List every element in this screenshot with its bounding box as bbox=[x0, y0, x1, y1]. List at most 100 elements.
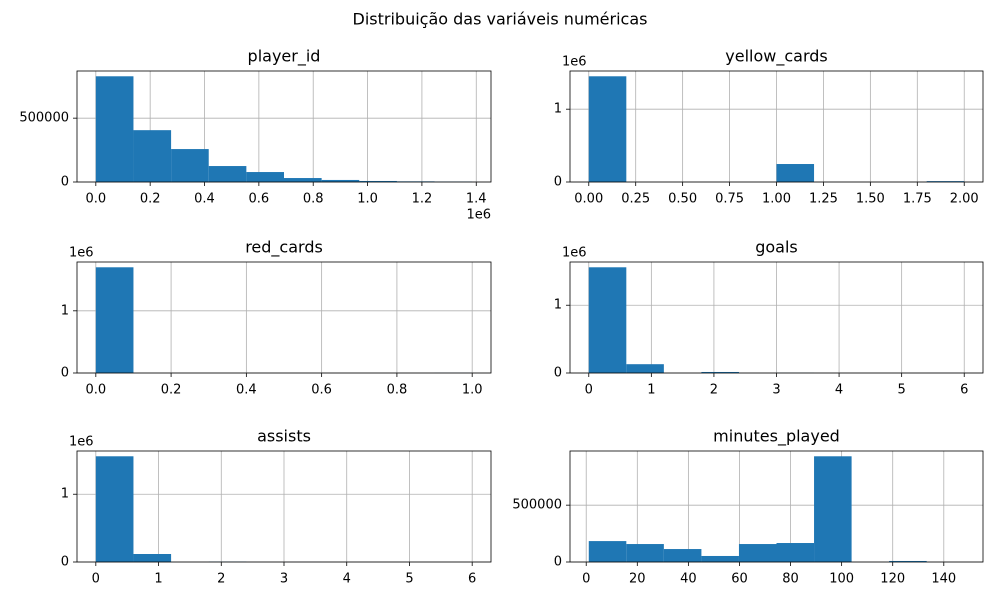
x-tick-label: 140 bbox=[931, 572, 956, 587]
x-tick-label: 3 bbox=[280, 572, 288, 587]
subplot-title: player_id bbox=[248, 47, 321, 67]
x-tick-label: 6 bbox=[960, 383, 968, 398]
x-tick-label: 2.00 bbox=[950, 192, 979, 207]
bar bbox=[738, 544, 777, 562]
x-tick-label: 0.4 bbox=[236, 383, 257, 398]
bar bbox=[626, 364, 664, 373]
x-tick-label: 0.25 bbox=[621, 192, 650, 207]
y-tick-label: 0 bbox=[61, 366, 69, 381]
y-tick-label: 0 bbox=[554, 555, 562, 570]
x-tick-label: 0.0 bbox=[85, 192, 106, 207]
x-tick-label: 0.50 bbox=[668, 192, 697, 207]
bar bbox=[95, 456, 134, 562]
y-tick-label: 500000 bbox=[512, 498, 562, 513]
x-tick-label: 1 bbox=[154, 572, 162, 587]
bar bbox=[171, 149, 209, 182]
x-tick-label: 0.00 bbox=[574, 192, 603, 207]
y-offset-text: 1e6 bbox=[69, 435, 94, 450]
bar bbox=[926, 181, 965, 182]
bar bbox=[588, 267, 627, 373]
x-tick-label: 0.6 bbox=[311, 383, 332, 398]
x-tick-label: 1.2 bbox=[412, 192, 433, 207]
x-offset-text: 1e6 bbox=[466, 208, 491, 223]
bar bbox=[246, 172, 284, 182]
y-tick-label: 0 bbox=[61, 175, 69, 190]
x-tick-label: 0.8 bbox=[387, 383, 408, 398]
x-tick-label: 100 bbox=[829, 572, 854, 587]
axes-frame bbox=[569, 450, 984, 563]
y-offset-text: 1e6 bbox=[562, 55, 587, 70]
subplot-title: yellow_cards bbox=[725, 47, 827, 67]
x-tick-label: 0.0 bbox=[85, 383, 106, 398]
bar bbox=[701, 555, 739, 562]
axes-frame bbox=[569, 70, 984, 183]
x-tick-label: 0 bbox=[585, 383, 593, 398]
bar bbox=[95, 76, 134, 182]
x-tick-label: 0.75 bbox=[715, 192, 744, 207]
x-tick-label: 5 bbox=[898, 383, 906, 398]
y-tick-label: 1 bbox=[554, 298, 562, 313]
bar bbox=[133, 554, 172, 562]
axes-frame bbox=[76, 450, 492, 563]
x-tick-label: 2 bbox=[217, 572, 225, 587]
bar bbox=[889, 560, 927, 562]
x-tick-label: 1.00 bbox=[762, 192, 791, 207]
x-tick-label: 3 bbox=[772, 383, 780, 398]
x-tick-label: 4 bbox=[343, 572, 351, 587]
y-tick-label: 0 bbox=[554, 175, 562, 190]
axes-frame bbox=[76, 261, 492, 374]
y-tick-label: 0 bbox=[61, 555, 69, 570]
subplot-title: red_cards bbox=[245, 238, 323, 258]
subplot-title: minutes_played bbox=[713, 427, 840, 447]
y-offset-text: 1e6 bbox=[69, 246, 94, 261]
bar bbox=[359, 180, 397, 182]
bar bbox=[588, 541, 627, 562]
subplot-title: goals bbox=[755, 238, 798, 257]
y-tick-label: 500000 bbox=[19, 111, 69, 126]
x-tick-label: 0.4 bbox=[194, 192, 215, 207]
axes-frame bbox=[76, 70, 492, 183]
x-tick-label: 1.50 bbox=[856, 192, 885, 207]
x-tick-label: 5 bbox=[405, 572, 413, 587]
bar bbox=[776, 164, 815, 182]
bar bbox=[701, 371, 739, 373]
bar bbox=[321, 179, 360, 182]
x-tick-label: 40 bbox=[680, 572, 697, 587]
y-tick-label: 1 bbox=[554, 102, 562, 117]
x-tick-label: 1.4 bbox=[466, 192, 487, 207]
y-tick-label: 0 bbox=[554, 366, 562, 381]
x-tick-label: 0 bbox=[582, 572, 590, 587]
x-tick-label: 0.8 bbox=[303, 192, 324, 207]
x-tick-label: 0.2 bbox=[140, 192, 161, 207]
x-tick-label: 1.0 bbox=[462, 383, 483, 398]
x-tick-label: 60 bbox=[731, 572, 748, 587]
axes-frame bbox=[569, 261, 984, 374]
x-tick-label: 120 bbox=[880, 572, 905, 587]
x-tick-label: 20 bbox=[629, 572, 646, 587]
bar bbox=[626, 544, 664, 562]
x-tick-label: 1 bbox=[647, 383, 655, 398]
x-tick-label: 1.0 bbox=[357, 192, 378, 207]
bar bbox=[133, 130, 172, 182]
x-tick-label: 80 bbox=[782, 572, 799, 587]
bar bbox=[588, 76, 627, 182]
x-tick-label: 1.75 bbox=[903, 192, 932, 207]
y-offset-text: 1e6 bbox=[562, 246, 587, 261]
figure-title: Distribuição das variáveis numéricas bbox=[353, 10, 648, 29]
y-tick-label: 1 bbox=[61, 303, 69, 318]
bar bbox=[208, 166, 247, 182]
x-tick-label: 0 bbox=[92, 572, 100, 587]
x-tick-label: 1.25 bbox=[809, 192, 838, 207]
bar bbox=[814, 456, 852, 562]
x-tick-label: 0.6 bbox=[249, 192, 270, 207]
x-tick-label: 4 bbox=[835, 383, 843, 398]
y-tick-label: 1 bbox=[61, 487, 69, 502]
bar bbox=[284, 178, 322, 182]
subplot-title: assists bbox=[257, 427, 311, 446]
bar bbox=[663, 549, 702, 562]
x-tick-label: 6 bbox=[468, 572, 476, 587]
bar bbox=[776, 543, 815, 562]
x-tick-label: 0.2 bbox=[161, 383, 182, 398]
x-tick-label: 2 bbox=[710, 383, 718, 398]
